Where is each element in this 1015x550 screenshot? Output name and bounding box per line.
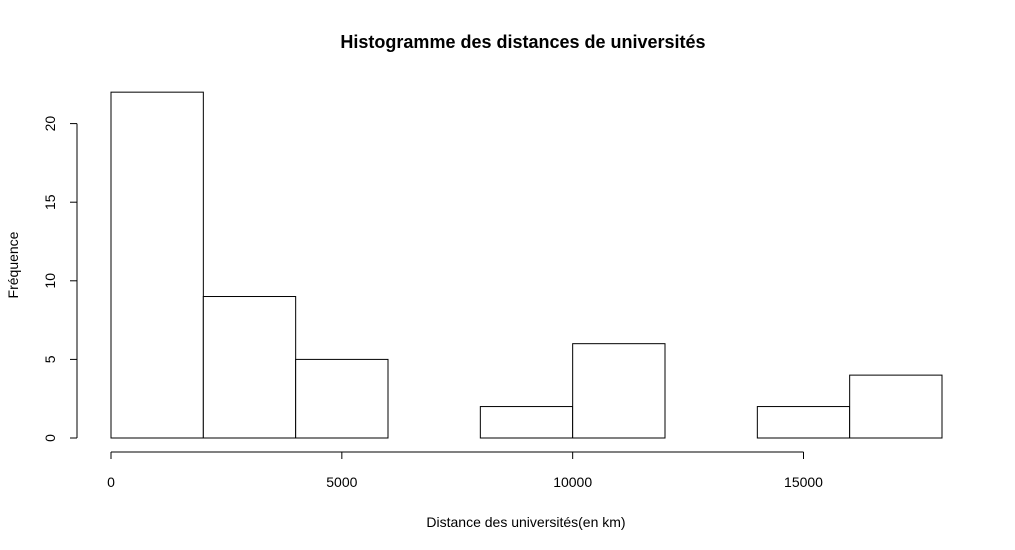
x-axis-label: Distance des universités(en km) <box>426 514 625 530</box>
y-axis: 0 5 10 15 20 <box>42 116 78 442</box>
y-tick-label-1: 5 <box>42 355 58 363</box>
histogram-bar-8 <box>849 374 943 439</box>
x-axis: 0 5000 10000 15000 <box>107 451 823 490</box>
x-tick-label-1: 5000 <box>326 474 357 490</box>
y-tick-label-2: 10 <box>42 273 58 289</box>
bars-group <box>110 91 943 439</box>
y-tick-label-4: 20 <box>42 116 58 132</box>
histogram-bar-5 <box>572 343 666 439</box>
histogram-bar-2 <box>295 358 389 439</box>
x-tick-label-0: 0 <box>107 474 115 490</box>
histogram-bar-1 <box>202 296 297 439</box>
y-tick-label-3: 15 <box>42 194 58 210</box>
x-tick-label-2: 10000 <box>553 474 592 490</box>
chart-title: Histogramme des distances de universités <box>340 32 705 52</box>
x-tick-label-3: 15000 <box>784 474 823 490</box>
histogram-bar-0 <box>110 91 204 439</box>
histogram-bar-7 <box>756 406 851 439</box>
histogram-bar-4 <box>479 406 574 439</box>
y-axis-label: Fréquence <box>5 231 21 298</box>
y-tick-label-0: 0 <box>42 434 58 442</box>
